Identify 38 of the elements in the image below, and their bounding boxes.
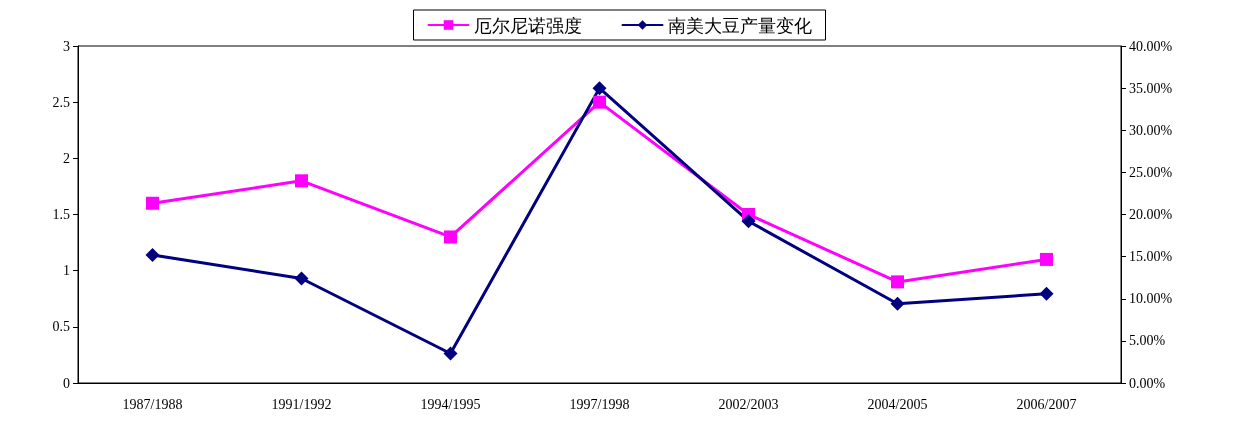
point bbox=[295, 174, 308, 188]
y2-tick-label: 5.00% bbox=[1129, 333, 1166, 349]
legend-label: 南美大豆产量变化 bbox=[667, 14, 812, 36]
y2-tick-label: 10.00% bbox=[1129, 291, 1173, 307]
y2-tick-label: 35.00% bbox=[1129, 80, 1173, 96]
x-tick-label: 1997/1998 bbox=[569, 396, 630, 412]
point bbox=[891, 275, 904, 289]
point bbox=[146, 196, 159, 210]
x-tick-label: 1987/1988 bbox=[122, 396, 183, 412]
y2-tick-label: 20.00% bbox=[1129, 207, 1173, 222]
x-tick-label: 2002/2003 bbox=[718, 396, 779, 412]
y2-tick-label: 25.00% bbox=[1129, 164, 1173, 180]
point bbox=[1039, 286, 1054, 301]
y-tick-label: 1 bbox=[63, 263, 70, 279]
y-tick-label: 1.5 bbox=[52, 207, 70, 222]
y2-tick-label: 15.00% bbox=[1129, 249, 1173, 265]
point bbox=[444, 230, 457, 244]
x-tick-label: 2004/2005 bbox=[867, 396, 928, 412]
y2-tick-label: 40.00% bbox=[1129, 38, 1173, 54]
point bbox=[592, 81, 607, 96]
x-tick-label: 1991/1992 bbox=[271, 396, 332, 412]
point bbox=[741, 214, 756, 229]
y2-tick-label: 30.00% bbox=[1129, 122, 1173, 138]
point bbox=[1040, 252, 1053, 266]
x-tick-label: 1994/1995 bbox=[420, 396, 481, 412]
point bbox=[593, 95, 606, 109]
y-tick-label: 0.5 bbox=[52, 319, 70, 335]
y-tick-label: 2.5 bbox=[52, 94, 70, 110]
y-tick-label: 2 bbox=[63, 150, 70, 166]
y-tick-label: 0 bbox=[63, 375, 70, 391]
point bbox=[890, 296, 905, 311]
y2-tick-label: 0.00% bbox=[1129, 375, 1166, 391]
point bbox=[294, 271, 309, 286]
point bbox=[145, 247, 160, 262]
y-tick-label: 3 bbox=[63, 38, 70, 54]
x-tick-label: 2006/2007 bbox=[1016, 396, 1077, 412]
legend-label: 厄尔尼诺强度 bbox=[473, 14, 582, 36]
point bbox=[443, 346, 458, 361]
